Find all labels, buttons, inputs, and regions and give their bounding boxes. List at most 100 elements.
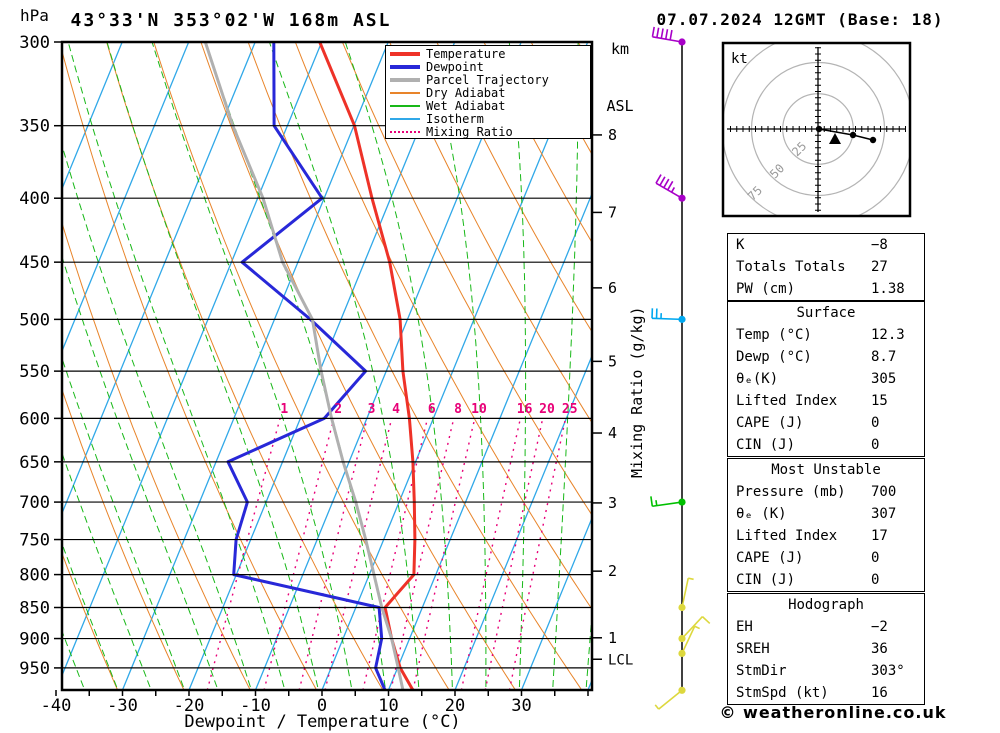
legend-label: Parcel Trajectory xyxy=(426,72,549,87)
stat-row: CIN (J) 0 xyxy=(728,569,924,591)
wet-adiabat-line xyxy=(151,42,352,688)
watermark: © weatheronline.co.uk xyxy=(719,703,947,722)
plot-border xyxy=(60,40,594,692)
temperature-tick-label: -20 xyxy=(174,696,205,716)
km-tick-label: 5 xyxy=(608,352,617,370)
pressure-tick-label: 800 xyxy=(19,566,50,586)
legend-line-sample xyxy=(390,77,420,82)
panel-title: Hodograph xyxy=(788,597,864,613)
stat-label: Pressure (mb) xyxy=(736,484,846,500)
mixing-ratio-line xyxy=(460,418,522,690)
stat-value: 15 xyxy=(871,393,888,409)
isotherm-line xyxy=(454,354,592,690)
pressure-tick-label: 450 xyxy=(19,253,50,273)
page-title: 43°33'N 353°02'W 168m ASL xyxy=(70,10,392,31)
wind-barb xyxy=(651,26,686,46)
mixing-ratio-label: 4 xyxy=(392,402,400,417)
barb-half-tick xyxy=(655,500,658,506)
hodograph-trace-point xyxy=(869,136,877,144)
barb-level-dot xyxy=(678,315,686,323)
barb-staff xyxy=(655,182,683,199)
wind-barb xyxy=(678,616,711,643)
barb-staff xyxy=(681,625,696,654)
stat-label: CIN (J) xyxy=(736,572,796,588)
isotherm-line xyxy=(121,42,389,690)
legend-label: Temperature xyxy=(426,46,506,61)
legend-item: Parcel Trajectory xyxy=(390,73,590,86)
stat-value: 0 xyxy=(871,437,880,453)
wind-barb xyxy=(678,625,701,658)
stat-row: StmDir 303° xyxy=(728,660,924,682)
legend-item: Isotherm xyxy=(390,112,590,125)
barb-full-tick xyxy=(655,174,662,184)
dry-adiabat-line xyxy=(153,42,450,690)
barb-level-dot xyxy=(678,498,686,506)
pressure-tick-label: 500 xyxy=(19,310,50,330)
dry-adiabat-line xyxy=(106,42,384,690)
hodograph-border xyxy=(721,41,912,218)
stability-indices-panel: K −8 Totals Totals 27 PW (cm) 1.38 xyxy=(727,233,925,301)
barb-staff xyxy=(681,616,704,640)
panel-title: Surface xyxy=(796,305,856,321)
mixing-ratio-label: 25 xyxy=(562,402,578,417)
barb-level-dot xyxy=(678,194,686,202)
barb-half-tick xyxy=(694,625,701,630)
dry-adiabat-line xyxy=(247,42,583,690)
legend-label: Wet Adiabat xyxy=(426,98,506,113)
pressure-tick-label: 350 xyxy=(19,117,50,137)
stat-label: StmSpd (kt) xyxy=(736,685,829,701)
temperature-tick-label: -30 xyxy=(107,696,138,716)
hodograph-stats-panel: Hodograph EH −2 SREH 36 StmDir 303° StmSpd (kt)… xyxy=(727,593,925,705)
legend-item: Wet Adiabat xyxy=(390,99,590,112)
mixing-ratio-label: 2 xyxy=(334,402,342,417)
hodograph-trace-point xyxy=(815,125,823,133)
barb-full-tick xyxy=(667,180,674,191)
barb-full-tick xyxy=(650,496,654,507)
stat-row: Temp (°C) 12.3 xyxy=(728,324,924,346)
pressure-tick-label: 900 xyxy=(19,630,50,650)
pressure-tick-label: 700 xyxy=(19,493,50,513)
barb-full-tick xyxy=(659,176,666,186)
isotherm-line xyxy=(62,42,123,191)
isotherm-line xyxy=(321,42,589,690)
stat-label: StmDir xyxy=(736,663,787,679)
temperature-tick-label: 30 xyxy=(511,696,531,716)
stat-label: θₑ(K) xyxy=(736,371,779,387)
temperature-tick-label: -10 xyxy=(240,696,271,716)
wind-barb xyxy=(655,174,686,202)
altitude-axis-unit-asl: ASL xyxy=(606,97,634,115)
stat-row: Lifted Index 15 xyxy=(728,390,924,412)
stat-label: Temp (°C) xyxy=(736,327,812,343)
barb-full-tick xyxy=(664,29,669,40)
pressure-axis-unit: hPa xyxy=(20,6,49,25)
wind-barb xyxy=(651,308,686,323)
stat-row: PW (cm) 1.38 xyxy=(728,278,924,300)
km-tick-label: 7 xyxy=(608,203,617,221)
barb-staff xyxy=(651,317,683,321)
wet-adiabat-line xyxy=(204,42,386,688)
stat-label: Dewp (°C) xyxy=(736,349,812,365)
temperature-axis-title: Dewpoint / Temperature (°C) xyxy=(184,712,461,732)
barb-staff xyxy=(658,689,683,710)
stat-row: K −8 xyxy=(728,234,924,256)
barb-staff xyxy=(652,36,683,43)
stat-value: 17 xyxy=(871,528,888,544)
stat-label: CIN (J) xyxy=(736,437,796,453)
stat-row: CAPE (J) 0 xyxy=(728,547,924,569)
stat-label: EH xyxy=(736,619,753,635)
barb-level-dot xyxy=(678,634,686,643)
legend-label: Mixing Ratio xyxy=(426,124,513,139)
altitude-axis-unit: km ASL xyxy=(598,2,642,154)
pressure-tick-label: 750 xyxy=(19,531,50,551)
legend-label: Isotherm xyxy=(426,111,484,126)
pressure-tick-label: 600 xyxy=(19,409,50,429)
stat-value: 8.7 xyxy=(871,349,897,365)
legend-line-sample xyxy=(390,51,420,56)
wet-adiabat-line xyxy=(62,542,118,688)
stat-value: 16 xyxy=(871,685,888,701)
legend-label: Dry Adiabat xyxy=(426,85,506,100)
stat-value: −8 xyxy=(871,237,888,253)
stat-label: Lifted Index xyxy=(736,528,838,544)
